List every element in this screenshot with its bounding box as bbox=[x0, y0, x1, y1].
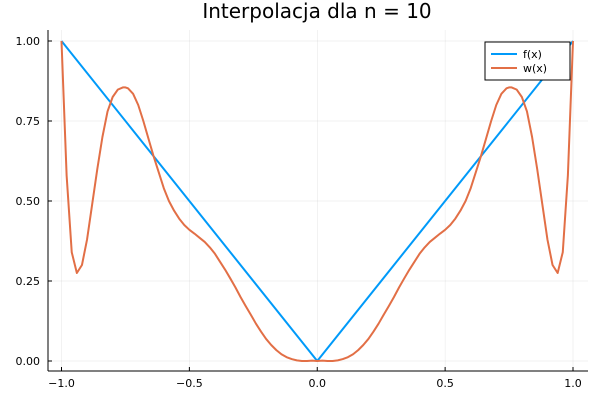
y-tick-label: 0.00 bbox=[16, 355, 41, 368]
x-tick-label: 1.0 bbox=[564, 377, 582, 390]
legend-label: f(x) bbox=[523, 48, 542, 61]
y-tick-label: 0.25 bbox=[16, 275, 41, 288]
chart-title: Interpolacja dla n = 10 bbox=[202, 0, 431, 23]
x-tick-label: −1.0 bbox=[48, 377, 75, 390]
y-tick-label: 0.75 bbox=[16, 115, 41, 128]
series-layer bbox=[60, 40, 574, 362]
y-tick-label: 0.50 bbox=[16, 195, 41, 208]
series-line-w bbox=[60, 40, 574, 362]
x-tick-label: 0.0 bbox=[309, 377, 327, 390]
legend-label: w(x) bbox=[523, 62, 547, 75]
legend-box bbox=[484, 41, 571, 81]
legend: f(x)w(x) bbox=[484, 41, 571, 81]
x-tick-label: 0.5 bbox=[436, 377, 454, 390]
axis-layer: −1.0 −0.5 0.0 0.5 1.0 0.00 0.25 0.50 0.75 1.00 bbox=[16, 30, 588, 390]
x-tick-label: −0.5 bbox=[176, 377, 203, 390]
y-tick-label: 1.00 bbox=[16, 35, 41, 48]
